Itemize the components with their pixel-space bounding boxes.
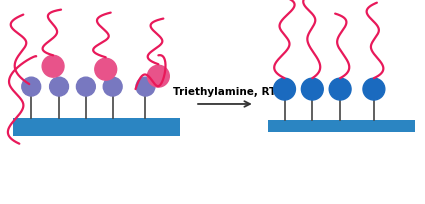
Circle shape bbox=[22, 78, 41, 96]
Circle shape bbox=[136, 78, 155, 96]
Circle shape bbox=[76, 78, 95, 96]
Text: Triethylamine, RT: Triethylamine, RT bbox=[173, 87, 277, 96]
Circle shape bbox=[329, 79, 351, 101]
Bar bbox=[268, 120, 415, 132]
Circle shape bbox=[42, 56, 64, 78]
Circle shape bbox=[274, 79, 295, 101]
Circle shape bbox=[95, 59, 116, 81]
Circle shape bbox=[103, 78, 122, 96]
Circle shape bbox=[50, 78, 68, 96]
Bar bbox=[13, 118, 180, 136]
Circle shape bbox=[363, 79, 385, 101]
Circle shape bbox=[301, 79, 323, 101]
Circle shape bbox=[147, 66, 169, 88]
